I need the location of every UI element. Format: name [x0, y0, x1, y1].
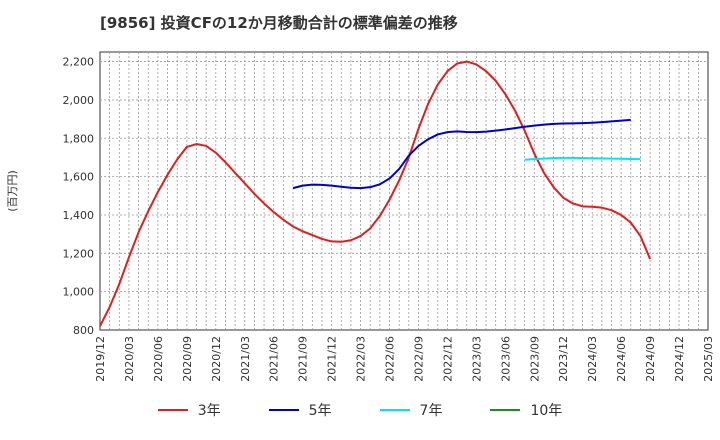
series-line-5年: [292, 118, 631, 190]
y-tick-label: 1,400: [63, 209, 95, 222]
legend-swatch: [490, 409, 521, 411]
y-tick-label: 1,200: [63, 247, 95, 260]
x-tick-label: 2020/09: [181, 336, 194, 382]
series-line-7年: [524, 156, 641, 161]
y-tick-label: 1,600: [63, 171, 95, 184]
legend-item: 10年: [490, 400, 562, 420]
x-tick-label: 2024/09: [644, 336, 657, 382]
x-tick-label: 2024/03: [586, 336, 599, 382]
x-tick-label: 2021/12: [326, 336, 339, 382]
x-tick-label: 2025/03: [702, 336, 715, 382]
y-tick-label: 800: [73, 324, 94, 337]
x-tick-label: 2024/06: [615, 336, 628, 382]
plot-area: [99, 51, 709, 331]
x-tick-label: 2021/09: [297, 336, 310, 382]
x-tick-label: 2020/06: [152, 336, 165, 382]
legend-item: 5年: [268, 400, 332, 420]
x-tick-label: 2023/09: [528, 336, 541, 382]
series-line-3年: [99, 60, 652, 327]
x-tick-label: 2022/03: [355, 336, 368, 382]
legend-label: 10年: [530, 403, 563, 419]
x-tick-label: 2022/12: [441, 336, 454, 382]
chart-legend: 3年 5年 7年 10年: [0, 400, 720, 420]
legend-item: 3年: [157, 400, 221, 420]
x-tick-label: 2019/12: [94, 336, 107, 382]
y-tick-label: 2,000: [63, 94, 95, 107]
y-tick-label: 1,800: [63, 132, 95, 145]
x-tick-label: 2020/03: [123, 336, 136, 382]
x-tick-label: 2021/06: [268, 336, 281, 382]
legend-swatch: [157, 409, 188, 411]
x-tick-label: 2020/12: [210, 336, 223, 382]
x-tick-label: 2023/12: [557, 336, 570, 382]
chart-title: [9856] 投資CFの12か月移動合計の標準偏差の推移: [100, 14, 458, 32]
x-tick-label: 2023/06: [499, 336, 512, 382]
x-tick-label: 2021/03: [239, 336, 252, 382]
legend-label: 7年: [419, 403, 443, 419]
legend-label: 5年: [308, 403, 332, 419]
x-tick-label: 2022/06: [384, 336, 397, 382]
y-tick-label: 2,200: [63, 56, 95, 69]
x-tick-label: 2024/12: [673, 336, 686, 382]
legend-swatch: [379, 409, 410, 411]
y-tick-label: 1,000: [63, 286, 95, 299]
legend-label: 3年: [197, 403, 221, 419]
y-axis-label: (百万円): [6, 170, 19, 212]
x-tick-label: 2022/09: [412, 336, 425, 382]
legend-item: 7年: [379, 400, 443, 420]
x-tick-label: 2023/03: [470, 336, 483, 382]
legend-swatch: [268, 409, 299, 411]
